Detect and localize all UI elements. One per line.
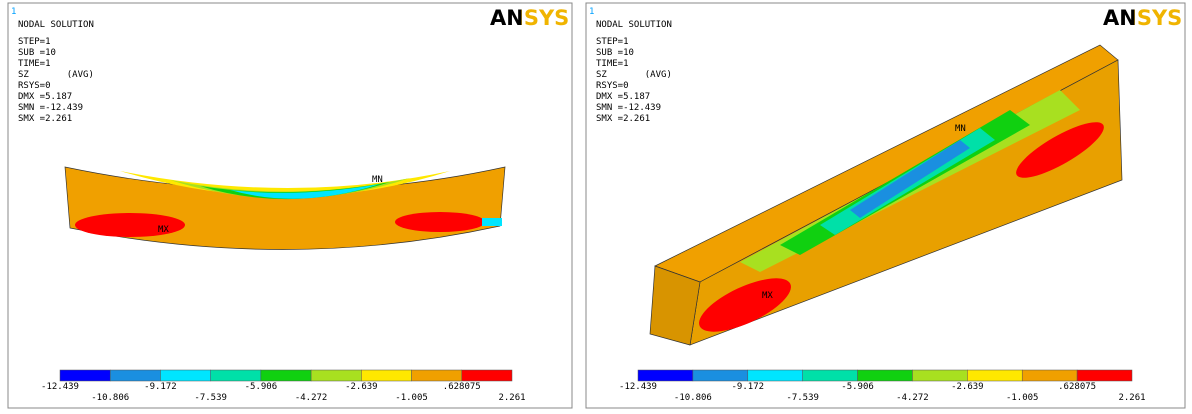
- legend-label: -10.806: [674, 393, 712, 403]
- info-line: RSYS=0: [596, 81, 629, 91]
- corner-label: 1: [589, 7, 594, 17]
- legend-label: -4.272: [896, 393, 929, 403]
- legend-label: -5.906: [841, 382, 874, 392]
- legend-label: -5.906: [245, 382, 278, 392]
- legend-label: 2.261: [498, 393, 525, 403]
- info-line: RSYS=0: [18, 81, 51, 91]
- legend-label: -10.806: [91, 393, 129, 403]
- info-line: SMN =-12.439: [18, 103, 83, 113]
- legend-swatch: [802, 369, 858, 382]
- legend-swatch: [260, 369, 312, 382]
- legend-swatch: [857, 369, 913, 382]
- legend-label: -1.005: [395, 393, 428, 403]
- info-line: SMX =2.261: [596, 114, 650, 124]
- legend-swatch: [160, 369, 211, 382]
- info-line: SMN =-12.439: [596, 103, 661, 113]
- legend-swatch: [461, 369, 513, 382]
- corner-label: 1: [11, 7, 16, 17]
- info-line: SUB =10: [596, 48, 634, 58]
- beam-right: [649, 44, 1123, 346]
- min-marker: MN: [955, 124, 966, 134]
- legend-label: -9.172: [732, 382, 765, 392]
- legend-swatch: [411, 369, 463, 382]
- legend-label: -1.005: [1006, 393, 1039, 403]
- legend-swatch: [109, 369, 161, 382]
- legend-swatch: [637, 369, 694, 382]
- legend-label: -4.272: [295, 393, 328, 403]
- info-line: SUB =10: [18, 48, 56, 58]
- min-marker: MN: [372, 175, 383, 185]
- legend-swatch: [1076, 369, 1133, 382]
- legend-swatch: [692, 369, 749, 382]
- legend-swatch: [59, 369, 111, 382]
- legend-swatch: [967, 369, 1023, 382]
- legend-swatch: [912, 369, 968, 382]
- panel-title: NODAL SOLUTION: [18, 20, 94, 30]
- ansys-logo: ANSYS: [490, 6, 569, 30]
- info-line: DMX =5.187: [596, 92, 650, 102]
- info-line: SMX =2.261: [18, 114, 72, 124]
- info-line: STEP=1: [18, 37, 51, 47]
- legend-label: -7.539: [786, 393, 819, 403]
- legend-label: .628075: [443, 382, 481, 392]
- legend-swatch: [747, 369, 803, 382]
- max-marker: MX: [158, 225, 169, 235]
- info-line: TIME=1: [18, 59, 51, 69]
- info-line: DMX =5.187: [18, 92, 72, 102]
- ansys-logo: ANSYS: [1103, 6, 1182, 30]
- legend-label: 2.261: [1118, 393, 1145, 403]
- beam-left: [64, 166, 506, 250]
- legend-label: .628075: [1058, 382, 1096, 392]
- legend-swatch: [210, 369, 262, 382]
- info-line: STEP=1: [596, 37, 629, 47]
- info-line: SZ (AVG): [596, 70, 672, 80]
- max-marker: MX: [762, 291, 773, 301]
- legend-label: -2.639: [951, 382, 984, 392]
- legend-label: -2.639: [345, 382, 378, 392]
- panel-title: NODAL SOLUTION: [596, 20, 672, 30]
- legend-label: -12.439: [41, 382, 79, 392]
- legend-label: -7.539: [194, 393, 227, 403]
- legend-swatch: [310, 369, 362, 382]
- legend-label: -9.172: [144, 382, 177, 392]
- info-line: SZ (AVG): [18, 70, 94, 80]
- legend-swatch: [1021, 369, 1078, 382]
- legend-label: -12.439: [619, 382, 657, 392]
- info-line: TIME=1: [596, 59, 629, 69]
- legend-swatch: [361, 369, 412, 382]
